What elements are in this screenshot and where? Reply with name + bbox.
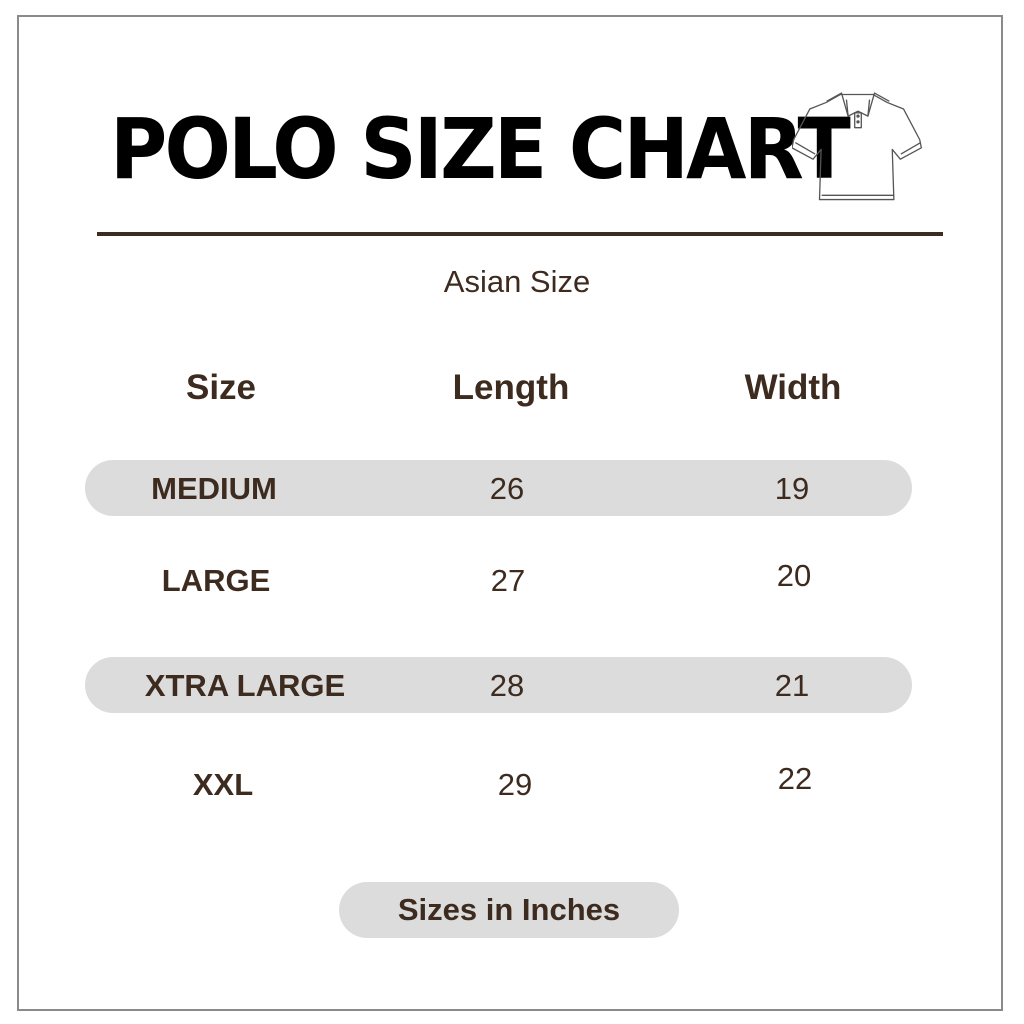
size-cell: MEDIUM	[151, 471, 277, 506]
title-divider	[97, 232, 943, 236]
polo-shirt-icon	[792, 92, 923, 201]
length-cell: 26	[489, 471, 525, 506]
header-size: Size	[185, 368, 257, 407]
subtitle: Asian Size	[443, 264, 591, 299]
length-cell: 29	[497, 767, 533, 802]
chart-frame	[17, 15, 1003, 1011]
length-cell: 28	[489, 668, 525, 703]
units-note: Sizes in Inches	[339, 882, 679, 938]
size-cell: XXL	[192, 767, 254, 802]
header-width: Width	[744, 368, 842, 407]
size-cell: XTRA LARGE	[144, 668, 346, 703]
page-title: POLO SIZE CHART	[110, 100, 851, 198]
width-cell: 21	[774, 668, 810, 703]
width-cell: 19	[774, 471, 810, 506]
row-highlight	[85, 657, 912, 713]
width-cell: 20	[776, 558, 812, 593]
size-cell: LARGE	[161, 563, 271, 598]
header-length: Length	[452, 368, 570, 407]
row-highlight	[85, 460, 912, 516]
width-cell: 22	[777, 761, 813, 796]
length-cell: 27	[490, 563, 526, 598]
